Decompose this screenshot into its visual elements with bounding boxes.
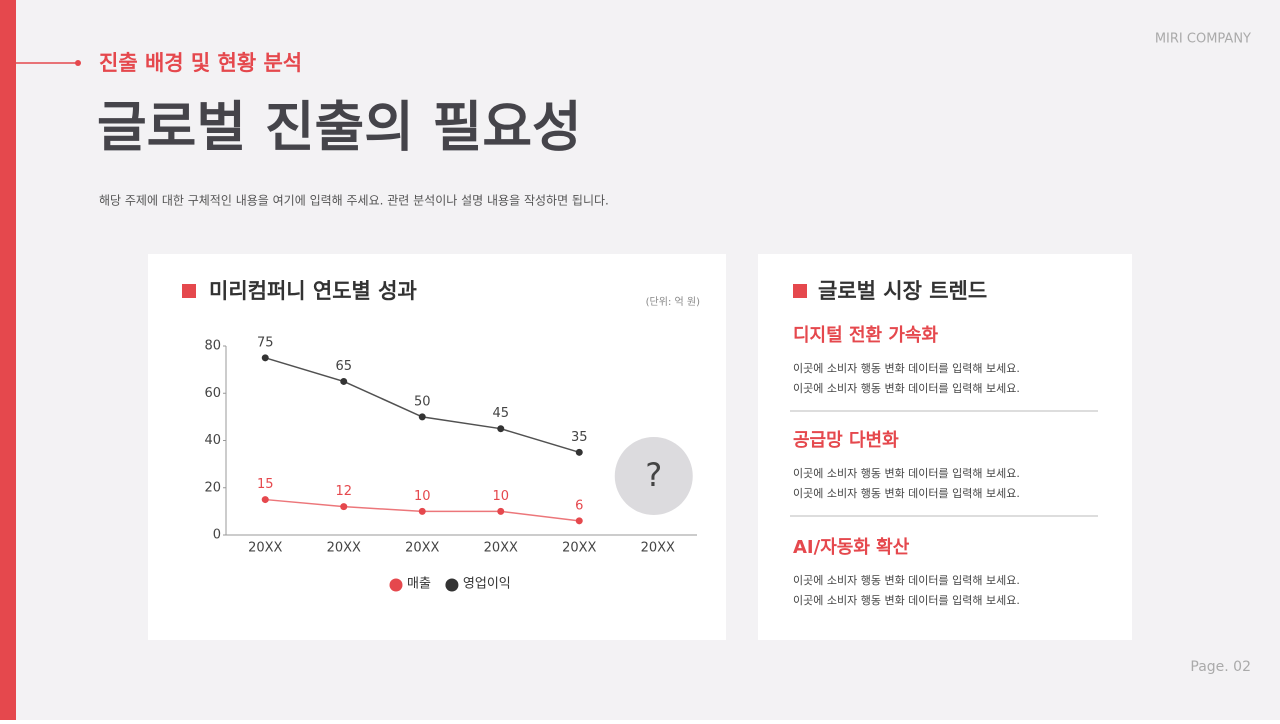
side-bar — [0, 0, 16, 720]
trend-heading: AI/자동화 확산 — [793, 537, 910, 558]
trend-heading: 공급망 다변화 — [793, 430, 899, 451]
point — [340, 377, 348, 385]
bullet — [182, 284, 196, 298]
data-label: 10 — [414, 489, 431, 504]
annotation-circle — [614, 437, 693, 515]
x-tick-label: 20XX — [562, 541, 596, 556]
data-label: 50 — [414, 394, 431, 409]
y-tick-label: 40 — [204, 433, 221, 448]
kicker: 진출 배경 및 현황 분석 — [99, 51, 302, 75]
y-tick-label: 60 — [204, 386, 221, 401]
x-tick-label: 20XX — [484, 541, 518, 556]
data-label: 75 — [257, 335, 274, 350]
point — [497, 507, 505, 515]
brand: MIRI COMPANY — [1155, 32, 1251, 47]
trend-text: 이곳에 소비자 행동 변화 데이터를 입력해 보세요. — [793, 466, 1020, 480]
data-label: 6 — [575, 498, 583, 513]
bullet — [793, 284, 807, 298]
page-number: Page. 02 — [1190, 659, 1251, 675]
point — [418, 507, 426, 515]
point — [497, 425, 505, 433]
data-label: 35 — [571, 430, 588, 445]
point — [261, 496, 269, 504]
point — [340, 503, 348, 511]
legend-label: 매출 — [407, 577, 431, 592]
trend-text: 이곳에 소비자 행동 변화 데이터를 입력해 보세요. — [793, 381, 1020, 395]
x-tick-label: 20XX — [248, 541, 282, 556]
kicker-dot — [75, 60, 81, 66]
point — [418, 413, 426, 421]
y-tick-label: 80 — [204, 339, 221, 354]
legend-marker — [389, 578, 403, 592]
trend-card — [758, 254, 1132, 640]
x-tick-label: 20XX — [641, 541, 675, 556]
legend-label: 영업이익 — [463, 577, 511, 592]
point — [575, 517, 583, 525]
data-label: 10 — [492, 489, 509, 504]
description: 해당 주제에 대한 구체적인 내용을 여기에 입력해 주세요. 관련 분석이나 … — [99, 194, 609, 208]
x-tick-label: 20XX — [327, 541, 361, 556]
chart-title: 미리컴퍼니 연도별 성과 — [209, 279, 417, 303]
annotation: ? — [645, 456, 662, 494]
point — [261, 354, 269, 362]
trend-text: 이곳에 소비자 행동 변화 데이터를 입력해 보세요. — [793, 361, 1020, 375]
trend-heading: 디지털 전환 가속화 — [793, 324, 938, 346]
x-tick-label: 20XX — [405, 541, 439, 556]
y-tick-label: 20 — [204, 480, 221, 495]
unit: (단위: 억 원) — [646, 295, 700, 308]
data-label: 45 — [492, 406, 509, 421]
point — [575, 448, 583, 456]
trend-text: 이곳에 소비자 행동 변화 데이터를 입력해 보세요. — [793, 486, 1020, 500]
data-label: 12 — [335, 484, 352, 499]
trend-title: 글로벌 시장 트렌드 — [818, 279, 987, 303]
trend-text: 이곳에 소비자 행동 변화 데이터를 입력해 보세요. — [793, 593, 1020, 607]
data-label: 65 — [335, 359, 352, 374]
legend-marker — [445, 578, 459, 592]
title: 글로벌 진출의 필요성 — [97, 96, 582, 159]
data-label: 15 — [257, 477, 274, 492]
y-tick-label: 0 — [213, 528, 221, 543]
trend-text: 이곳에 소비자 행동 변화 데이터를 입력해 보세요. — [793, 573, 1020, 587]
